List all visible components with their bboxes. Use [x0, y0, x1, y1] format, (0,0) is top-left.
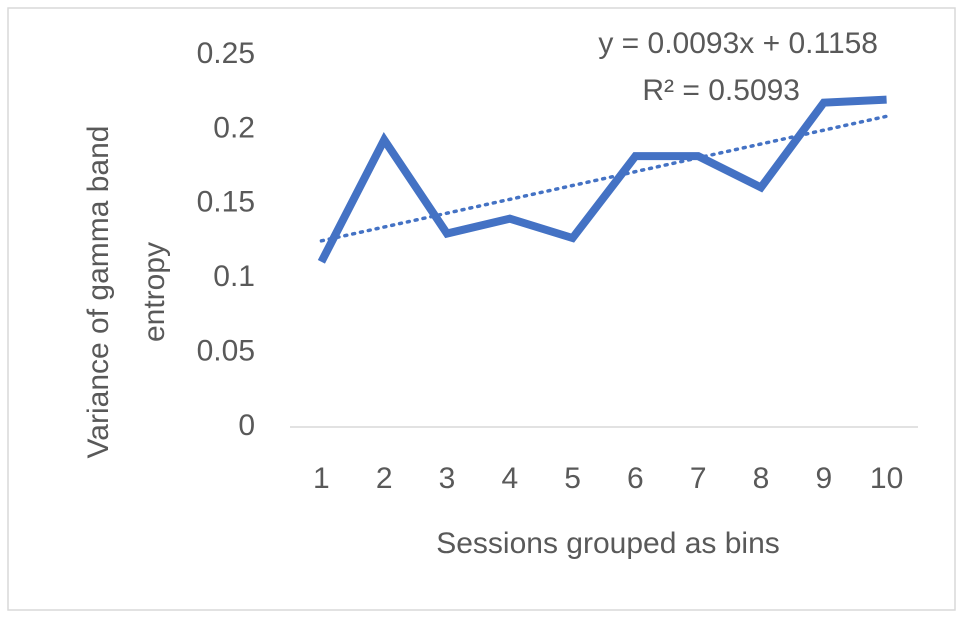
- y-tick-label: 0.05: [197, 335, 255, 368]
- x-tick-label: 8: [753, 462, 770, 495]
- x-tick-label: 10: [870, 462, 903, 495]
- x-tick-label: 7: [690, 462, 707, 495]
- x-tick-label: 6: [627, 462, 644, 495]
- x-tick-label: 2: [376, 462, 393, 495]
- x-tick-label: 4: [501, 462, 518, 495]
- y-tick-label: 0.25: [197, 37, 255, 70]
- trendline-r-squared: R² = 0.5093: [642, 74, 800, 107]
- chart-frame: [7, 7, 956, 611]
- y-tick-label: 0.1: [213, 260, 255, 293]
- trendline-equation: y = 0.0093x + 0.1158: [598, 27, 878, 60]
- data-line: [317, 95, 887, 264]
- y-axis-title: entropy: [138, 242, 171, 342]
- y-tick-label: 0: [238, 409, 255, 442]
- x-tick-label: 3: [439, 462, 456, 495]
- y-tick-label: 0.15: [197, 186, 255, 219]
- y-tick-label: 0.2: [213, 111, 255, 144]
- trendline: [319, 114, 889, 243]
- x-tick-label: 9: [815, 462, 832, 495]
- x-axis-title: Sessions grouped as bins: [436, 527, 780, 560]
- y-axis-title: Variance of gamma band: [82, 126, 115, 459]
- x-tick-label: 5: [564, 462, 581, 495]
- x-tick-label: 1: [313, 462, 330, 495]
